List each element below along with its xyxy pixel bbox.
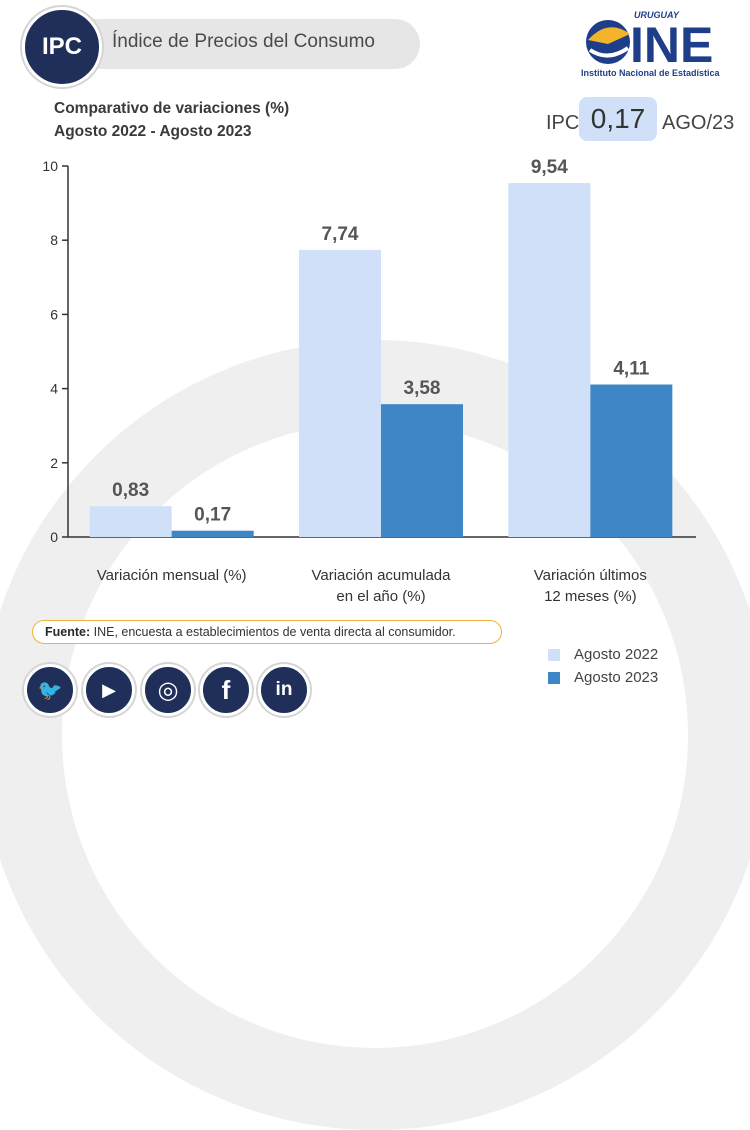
category-label: Variación últimos 12 meses (%) — [508, 565, 672, 607]
instagram-icon: ◎ — [157, 676, 179, 704]
logo-country: URUGUAY — [634, 10, 680, 20]
ipc-badge-text: IPC — [41, 33, 82, 60]
legend-item-2022: Agosto 2022 — [548, 646, 658, 663]
logo-caption: Instituto Nacional de Estadística — [581, 68, 720, 78]
data-label: 7,74 — [322, 224, 359, 245]
youtube-button[interactable]: ▶ — [83, 664, 135, 716]
category-label-line: Variación mensual (%) — [96, 567, 247, 584]
bar-chart: 0 2 4 6 8 10 0,83 0,17 7,74 3,58 9,54 4,11 — [42, 157, 696, 545]
facebook-button[interactable]: f — [200, 664, 252, 716]
legend-swatch-2022 — [548, 648, 560, 661]
youtube-icon: ▶ — [102, 679, 116, 700]
data-label: 3,58 — [404, 378, 441, 399]
data-label: 4,11 — [613, 359, 649, 380]
twitter-icon: 🐦 — [37, 679, 63, 702]
bar-2023-2 — [590, 384, 673, 537]
y-tick-label: 2 — [50, 455, 58, 471]
legend-label-2023: Agosto 2023 — [574, 669, 659, 686]
ipc-badge-circle: IPC — [22, 7, 102, 87]
ipc-label: IPC — [546, 112, 580, 134]
y-tick-label: 4 — [50, 381, 58, 397]
y-tick-label: 10 — [42, 158, 58, 174]
bar-2023-1 — [381, 404, 463, 537]
data-label: 0,83 — [112, 480, 149, 501]
y-tick-label: 6 — [50, 306, 58, 322]
category-label-line: Variación acumulada — [311, 567, 451, 584]
subtitle-line-2: Agosto 2022 - Agosto 2023 — [54, 123, 252, 140]
category-label-line: 12 meses (%) — [544, 588, 637, 605]
category-label: Variación acumulada en el año (%) — [299, 565, 463, 607]
chart-subtitle: Comparativo de variaciones (%) Agosto 20… — [54, 97, 289, 143]
subtitle-line-1: Comparativo de variaciones (%) — [54, 100, 290, 117]
ipc-period: AGO/23 — [662, 112, 735, 134]
category-label: Variación mensual (%) — [90, 565, 254, 586]
category-label-line: Variación últimos — [533, 567, 647, 584]
linkedin-button[interactable]: in — [258, 664, 310, 716]
legend-swatch-2023 — [548, 671, 560, 684]
source-text: INE, encuesta a establecimientos de vent… — [90, 625, 456, 639]
bar-2022-1 — [299, 249, 381, 537]
bar-2023-0 — [171, 530, 254, 537]
data-label: 0,17 — [194, 505, 231, 526]
logo-acronym: INE — [630, 17, 713, 73]
ine-logo: URUGUAY INE — [586, 10, 713, 73]
legend-item-2023: Agosto 2023 — [548, 669, 658, 686]
bar-2022-2 — [508, 183, 591, 538]
bar-2022-0 — [89, 506, 172, 537]
ipc-value: 0,17 — [579, 97, 657, 141]
y-tick-label: 8 — [50, 232, 58, 248]
category-label-line: en el año (%) — [336, 588, 426, 605]
y-tick-label: 0 — [50, 529, 58, 545]
source-note: Fuente: INE, encuesta a establecimientos… — [32, 620, 502, 644]
facebook-icon: f — [221, 674, 231, 705]
source-label: Fuente: — [45, 625, 91, 639]
data-label: 9,54 — [531, 157, 568, 178]
legend-label-2022: Agosto 2022 — [574, 646, 659, 663]
instagram-button[interactable]: ◎ — [142, 664, 194, 716]
twitter-button[interactable]: 🐦 — [24, 664, 76, 716]
page-title: Índice de Precios del Consumo — [112, 31, 375, 52]
linkedin-icon: in — [275, 679, 293, 700]
